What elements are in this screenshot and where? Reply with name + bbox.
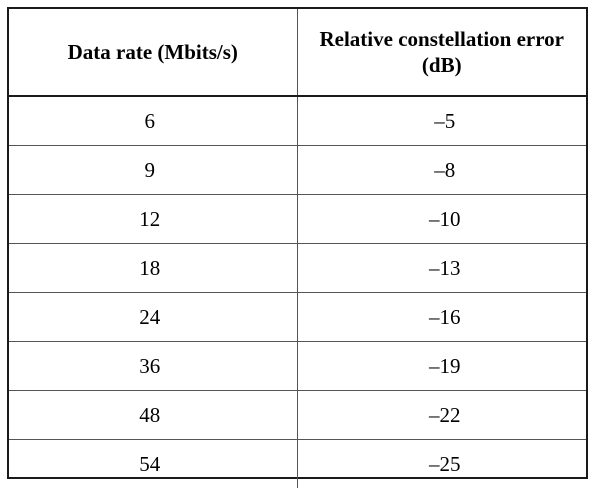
- constellation-error-cell: –19: [297, 342, 586, 391]
- header-relative-constellation-error: Relative constellation error (dB): [297, 9, 586, 96]
- data-rate-cell: 18: [9, 244, 297, 293]
- constellation-error-cell: –22: [297, 391, 586, 440]
- table-row: 54 –25: [9, 440, 586, 488]
- table-row: 9 –8: [9, 146, 586, 195]
- data-table-container: Data rate (Mbits/s) Relative constellati…: [7, 7, 588, 479]
- constellation-error-cell: –8: [297, 146, 586, 195]
- table-row: 36 –19: [9, 342, 586, 391]
- data-rate-cell: 6: [9, 96, 297, 146]
- data-rate-constellation-table: Data rate (Mbits/s) Relative constellati…: [9, 9, 586, 488]
- data-rate-cell: 54: [9, 440, 297, 488]
- table-body: 6 –5 9 –8 12 –10 18 –13 24 –16 36 –19: [9, 96, 586, 488]
- data-rate-cell: 48: [9, 391, 297, 440]
- table-header: Data rate (Mbits/s) Relative constellati…: [9, 9, 586, 96]
- table-row: 18 –13: [9, 244, 586, 293]
- constellation-error-cell: –25: [297, 440, 586, 488]
- data-rate-cell: 36: [9, 342, 297, 391]
- data-rate-cell: 24: [9, 293, 297, 342]
- header-data-rate: Data rate (Mbits/s): [9, 9, 297, 96]
- data-rate-cell: 9: [9, 146, 297, 195]
- constellation-error-cell: –5: [297, 96, 586, 146]
- table-row: 48 –22: [9, 391, 586, 440]
- constellation-error-cell: –13: [297, 244, 586, 293]
- constellation-error-cell: –16: [297, 293, 586, 342]
- table-row: 24 –16: [9, 293, 586, 342]
- constellation-error-cell: –10: [297, 195, 586, 244]
- table-row: 12 –10: [9, 195, 586, 244]
- table-row: 6 –5: [9, 96, 586, 146]
- header-row: Data rate (Mbits/s) Relative constellati…: [9, 9, 586, 96]
- data-rate-cell: 12: [9, 195, 297, 244]
